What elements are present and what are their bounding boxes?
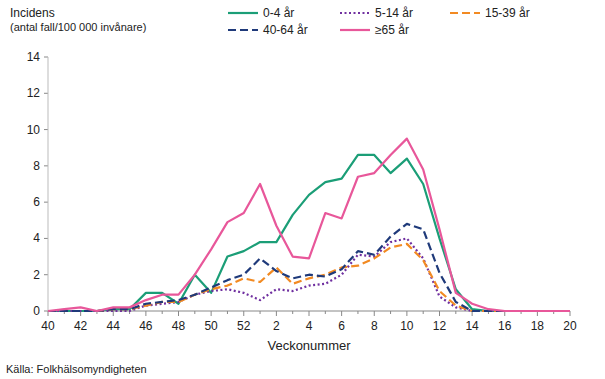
legend-swatch [340, 12, 370, 14]
legend-swatch [228, 29, 258, 31]
x-tick [309, 311, 310, 316]
x-tick-label: 6 [338, 319, 345, 333]
y-tick [44, 274, 48, 275]
series-line [48, 139, 570, 311]
x-tick [243, 311, 244, 316]
x-tick [211, 311, 212, 316]
x-tick-label: 40 [41, 319, 55, 333]
x-tick [325, 311, 326, 314]
x-tick [178, 311, 179, 316]
x-tick-label: 20 [563, 319, 577, 333]
x-tick [292, 311, 293, 314]
y-tick-label: 8 [33, 159, 40, 173]
y-axis [48, 57, 49, 311]
x-tick-label: 10 [400, 319, 414, 333]
legend-label: 5-14 år [375, 6, 413, 20]
series-line [48, 244, 570, 311]
y-label: Incidens [10, 6, 55, 20]
legend-item: 15-39 år [450, 6, 530, 20]
legend-item: ≥65 år [340, 23, 409, 37]
x-tick [341, 311, 342, 316]
y-tick [44, 165, 48, 166]
x-tick [145, 311, 146, 316]
legend-label: 40-64 år [263, 23, 308, 37]
y-tick-label: 0 [33, 304, 40, 318]
x-tick [423, 311, 424, 314]
x-tick [374, 311, 375, 316]
x-tick-label: 48 [172, 319, 186, 333]
legend-item: 0-4 år [228, 6, 294, 20]
x-tick-label: 46 [139, 319, 153, 333]
y-tick-label: 12 [27, 86, 41, 100]
y-tick [44, 93, 48, 94]
source: Källa: Folkhälsomyndigheten [6, 363, 147, 375]
x-tick-label: 2 [273, 319, 280, 333]
y-tick-label: 2 [33, 268, 40, 282]
x-tick-label: 12 [433, 319, 447, 333]
legend-item: 5-14 år [340, 6, 413, 20]
x-tick-label: 14 [465, 319, 479, 333]
y-tick [44, 311, 48, 312]
x-tick-label: 4 [306, 319, 313, 333]
y-tick-label: 6 [33, 195, 40, 209]
x-tick-label: 44 [107, 319, 121, 333]
x-tick [227, 311, 228, 314]
x-tick-label: 42 [74, 319, 88, 333]
chart: Incidens(antal fall/100 000 invånare) 0 2 4… [0, 0, 605, 379]
y-tick [44, 57, 48, 58]
legend-label: 0-4 år [263, 6, 294, 20]
y-tick-label: 4 [33, 231, 40, 245]
x-tick [260, 311, 261, 314]
x-tick [390, 311, 391, 314]
x-tick-label: 52 [237, 319, 251, 333]
plot-area [48, 139, 570, 311]
legend-label: 15-39 år [485, 6, 530, 20]
series-line [48, 155, 570, 311]
series-line [48, 224, 570, 311]
y-tick [44, 129, 48, 130]
legend-swatch [228, 12, 258, 14]
legend-swatch [450, 12, 480, 14]
x-tick [276, 311, 277, 316]
x-tick [194, 311, 195, 314]
x-tick-label: 8 [371, 319, 378, 333]
x-tick-label: 50 [204, 319, 218, 333]
legend-item: 40-64 år [228, 23, 308, 37]
y-tick [44, 202, 48, 203]
y-tick [44, 238, 48, 239]
x-tick [439, 311, 440, 316]
legend-swatch [340, 29, 370, 31]
x-label: Veckonummer [267, 338, 351, 353]
x-tick [406, 311, 407, 316]
x-tick [357, 311, 358, 314]
x-tick [455, 311, 456, 314]
x-tick [162, 311, 163, 314]
legend-label: ≥65 år [375, 23, 409, 37]
x-tick-label: 18 [531, 319, 545, 333]
y-tick-label: 14 [27, 50, 41, 64]
x-tick-label: 16 [498, 319, 512, 333]
y-tick-label: 10 [27, 123, 41, 137]
y-label-note: (antal fall/100 000 invånare) [10, 21, 146, 33]
